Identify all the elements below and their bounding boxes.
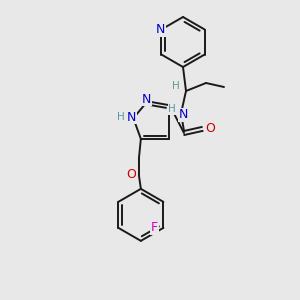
Text: F: F — [151, 221, 158, 234]
Text: N: N — [156, 23, 165, 36]
Text: N: N — [178, 109, 188, 122]
Text: H: H — [118, 112, 125, 122]
Text: N: N — [142, 93, 151, 106]
Text: H: H — [168, 104, 176, 114]
Text: H: H — [172, 81, 180, 91]
Text: O: O — [126, 168, 136, 182]
Text: O: O — [205, 122, 215, 136]
Text: N: N — [127, 111, 136, 124]
